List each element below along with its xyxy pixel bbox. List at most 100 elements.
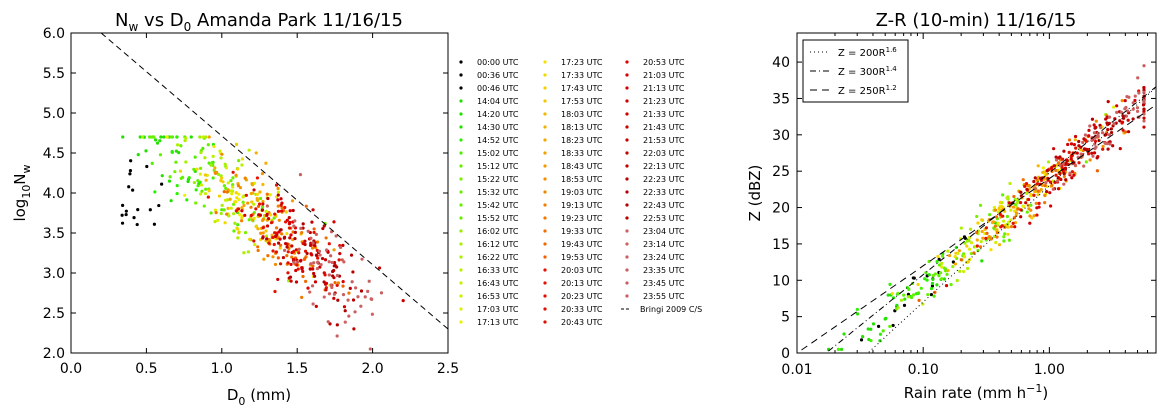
data-point [940, 265, 944, 269]
legend-marker [459, 99, 463, 103]
data-point [198, 180, 202, 184]
data-point [120, 213, 124, 217]
data-point [199, 183, 204, 187]
data-point [311, 267, 315, 271]
data-point [1041, 170, 1045, 175]
data-point [1073, 163, 1077, 167]
data-point [276, 193, 280, 197]
data-point [314, 304, 318, 309]
data-point [198, 166, 203, 170]
data-point [1131, 117, 1135, 121]
legend-label: 18:03 UTC [561, 110, 603, 119]
legend-label: 19:33 UTC [561, 227, 603, 236]
data-point [341, 280, 345, 284]
data-point [269, 213, 273, 217]
data-point [346, 298, 350, 302]
data-point [252, 202, 256, 206]
data-point [312, 227, 316, 231]
data-point [1091, 154, 1095, 158]
data-point [955, 278, 959, 283]
legend-label: 18:53 UTC [561, 175, 603, 184]
data-point [1039, 188, 1043, 192]
data-point [298, 173, 303, 177]
data-point [935, 259, 939, 264]
data-point [965, 244, 969, 248]
data-point [1126, 130, 1131, 134]
legend-marker [459, 138, 463, 142]
data-point [213, 166, 217, 170]
data-point [944, 283, 949, 288]
data-point [210, 160, 214, 165]
data-point [995, 235, 999, 239]
data-point [135, 222, 139, 227]
nw-d0-chart: Nw vs D0 Amanda Park 11/16/15 0.0 0.5 1.0 1… [11, 10, 702, 408]
data-point [240, 163, 244, 167]
data-point [335, 265, 339, 269]
legend-marker [459, 268, 463, 272]
relation-line [801, 104, 1157, 351]
data-point [1142, 86, 1146, 90]
data-point [1043, 193, 1047, 198]
data-point [1003, 232, 1007, 236]
legend-marker [459, 112, 463, 116]
data-point [222, 184, 227, 188]
data-point [1053, 180, 1057, 184]
data-point [1021, 178, 1025, 182]
data-point [1002, 219, 1006, 223]
data-point [903, 297, 907, 301]
data-point [290, 250, 294, 255]
data-point [1084, 160, 1088, 164]
data-point [1007, 201, 1011, 205]
data-point [175, 135, 179, 139]
data-point [1062, 174, 1066, 179]
data-point [209, 163, 213, 167]
data-point [958, 269, 962, 273]
data-point [213, 219, 217, 224]
data-point [216, 218, 220, 223]
data-point [231, 176, 235, 180]
data-point [1068, 171, 1072, 175]
data-point [236, 207, 241, 211]
data-point [1142, 116, 1146, 120]
data-point [907, 287, 911, 291]
data-point [262, 257, 266, 261]
data-point [174, 160, 178, 164]
data-point [121, 203, 125, 207]
legend-label: 21:43 UTC [643, 123, 685, 132]
data-point [1048, 191, 1052, 195]
data-point [284, 241, 288, 246]
data-point [1109, 130, 1114, 135]
data-point [231, 170, 235, 174]
data-point [341, 243, 345, 247]
data-point [1064, 178, 1068, 182]
data-point [206, 143, 210, 147]
data-point [240, 216, 244, 220]
data-point [248, 237, 252, 241]
data-point [173, 170, 177, 174]
data-point [233, 200, 237, 204]
y-tick-label: 2.0 [43, 346, 65, 362]
data-point [866, 327, 870, 331]
data-point [229, 179, 233, 183]
data-point [1056, 161, 1061, 165]
data-point [1027, 183, 1031, 188]
data-point [1050, 165, 1054, 170]
legend-label: 23:45 UTC [643, 279, 685, 288]
data-point [1054, 168, 1058, 173]
data-point [324, 288, 328, 292]
y-tick-label: 5.5 [43, 66, 65, 82]
data-point [341, 293, 346, 297]
data-point [297, 251, 301, 255]
data-point [280, 232, 284, 236]
data-point [155, 141, 160, 145]
data-point [185, 198, 189, 202]
legend-label: 22:03 UTC [643, 149, 685, 158]
data-point [1133, 94, 1137, 98]
data-point [902, 293, 906, 297]
data-point [128, 169, 133, 173]
scatter-points [120, 135, 405, 351]
data-point [242, 203, 246, 208]
data-point [274, 226, 279, 230]
data-point [239, 219, 244, 223]
data-point [175, 184, 179, 188]
